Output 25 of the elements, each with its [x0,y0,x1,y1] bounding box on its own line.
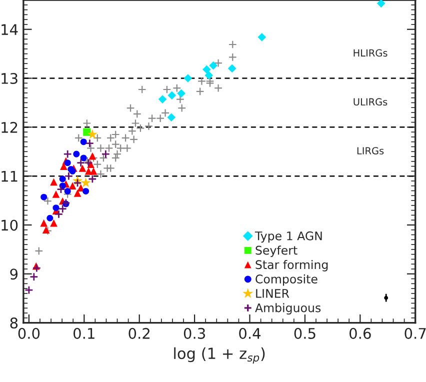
legend-label: LINER [256,289,290,298]
annotation: HLIRGs [354,49,388,57]
legend-label: Star forming [256,260,328,272]
x-tick-label: 0.3 [184,328,205,339]
x-tick-label: 0.6 [350,328,371,339]
y-tick-label: 9 [10,268,18,280]
y-tick-label: 12 [2,122,18,133]
x-axis-title: log (1 + z$_{sp}$) [174,347,265,364]
y-tick-label: 13 [2,72,18,84]
x-tick-label: 0.5 [294,328,316,339]
legend-label: Seyfert [256,246,298,258]
x-tick-label: 0.2 [128,328,150,339]
y-tick-label: 10 [2,220,18,231]
legend-label: Ambiguous [255,303,321,315]
x-tick-label: 0.7 [404,328,426,339]
legend-label: Type 1 AGN [254,231,322,243]
annotation: ULIRGs [354,98,388,106]
x-tick-label: 0.4 [239,328,261,339]
y-tick-label: 8 [10,318,18,329]
legend-label: Composite [256,274,318,286]
y-tick-label: 14 [2,24,18,35]
annotation: LIRGs [357,147,384,154]
y-tick-label: 11 [2,170,18,182]
x-tick-label: 0.1 [74,328,94,339]
x-tick-label: 0.0 [18,328,40,339]
